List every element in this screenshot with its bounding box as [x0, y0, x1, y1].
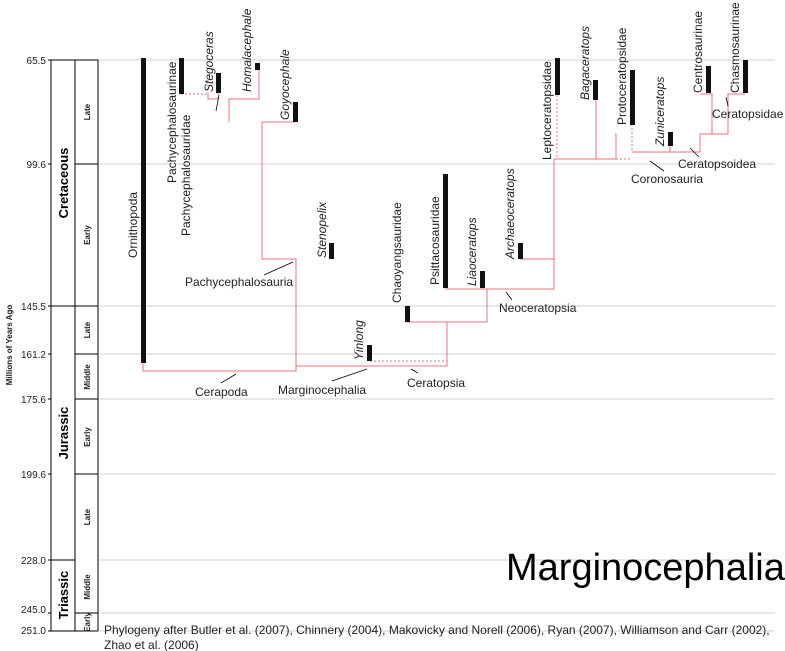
- range-bar-pachycephalosaurinae: [179, 58, 184, 94]
- range-bar-leptoceratopsidae: [555, 58, 560, 95]
- range-bar-zuniceratops: [668, 132, 673, 146]
- taxon-label-stenopelix: Stenopelix: [315, 201, 329, 258]
- clade-label-ceratopsidae: Ceratopsidae: [712, 107, 784, 121]
- range-bar-bagaceratops: [593, 80, 598, 100]
- range-bar-homalacephale: [255, 63, 260, 70]
- taxon-label-yinlong: Yinlong: [352, 320, 366, 360]
- credit-line: Zhao et al. (2006): [104, 638, 199, 651]
- tick-label: 228.0: [21, 556, 46, 567]
- timescale: [48, 59, 99, 632]
- epoch-label: Early: [83, 427, 92, 447]
- epoch-label: Late: [83, 321, 92, 338]
- taxon-label-psittacosauridae: Psittacosauridae: [428, 196, 442, 285]
- clade-label-marginocephalia: Marginocephalia: [278, 383, 366, 397]
- period-label: Cretaceous: [56, 148, 71, 219]
- tick-label: 99.6: [27, 160, 47, 171]
- y-axis-label: Millions of Years Ago: [5, 305, 14, 386]
- epoch-label: Late: [83, 508, 92, 525]
- taxon-label-pachycephalosaurinae: Pachycephalosaurinae: [165, 61, 179, 183]
- tick-label: 245.0: [21, 605, 46, 616]
- taxon-label-protoceratopsidae: Protoceratopsidae: [615, 27, 629, 125]
- pointer-arrows: [215, 94, 729, 384]
- clade-label-cerapoda: Cerapoda: [195, 385, 248, 399]
- range-bar-archaeoceratops: [518, 243, 523, 259]
- taxon-label-homalacephale: Homalacephale: [240, 8, 254, 92]
- range-bar-chaoyangsauridae: [405, 306, 410, 322]
- clade-label-pachycephalosauria: Pachycephalosauria: [185, 275, 293, 289]
- credit-line: Phylogeny after Butler et al. (2007), Ch…: [104, 623, 770, 637]
- epoch-label: Late: [83, 103, 92, 120]
- epoch-label: Early: [83, 225, 92, 245]
- epoch-label: Middle: [83, 364, 92, 390]
- taxon-label-ornithopoda: Ornithopoda: [126, 192, 140, 258]
- range-bar-ornithopoda: [141, 58, 146, 363]
- period-label: Triassic: [56, 571, 71, 619]
- tick-label: 65.5: [27, 56, 47, 67]
- clade-label-coronosauria: Coronosauria: [631, 172, 703, 186]
- taxon-label-zuniceratops: Zuniceratops: [653, 77, 667, 147]
- clade-label-ceratopsia: Ceratopsia: [407, 376, 465, 390]
- range-bar-yinlong: [367, 345, 372, 361]
- epoch-label: Middle: [83, 574, 92, 600]
- taxon-label-goyocephale: Goyocephale: [278, 49, 292, 120]
- chart-title: Marginocephalia: [506, 547, 785, 589]
- gridlines: [100, 59, 775, 632]
- range-bar-centrosaurinae: [706, 66, 711, 93]
- range-bars: [141, 58, 748, 363]
- tick-label: 145.5: [21, 302, 46, 313]
- taxon-label-liaoceratops: Liaoceratops: [465, 217, 479, 286]
- range-bar-chasmosaurinae: [743, 60, 748, 93]
- range-bar-stegoceras: [216, 73, 221, 93]
- taxon-label-chaoyangsauridae: Chaoyangsauridae: [390, 202, 404, 303]
- tick-label: 161.2: [21, 350, 46, 361]
- taxon-label-centrosaurinae: Centrosaurinae: [691, 11, 705, 93]
- range-bar-psittacosauridae: [443, 174, 448, 288]
- clade-label-ceratopsoidea: Ceratopsoidea: [678, 157, 756, 171]
- taxon-label-stegoceras: Stegoceras: [202, 31, 216, 92]
- period-label: Jurassic: [56, 407, 71, 460]
- taxon-label-chasmosaurinae: Chasmosaurinae: [728, 2, 742, 93]
- epoch-label: Early: [83, 612, 92, 632]
- tick-label: 251.0: [21, 626, 46, 637]
- range-bar-protoceratopsidae: [630, 70, 635, 125]
- clade-label-neoceratopsia: Neoceratopsia: [499, 301, 577, 315]
- clade-label-pachycephalosauridae: Pachycephalosauridae: [179, 114, 193, 236]
- taxon-label-archaeoceratops: Archaeoceratops: [503, 168, 517, 260]
- range-bar-goyocephale: [293, 102, 298, 122]
- tick-label: 175.6: [21, 395, 46, 406]
- range-bar-stenopelix: [329, 243, 334, 259]
- taxon-label-bagaceratops: Bagaceratops: [578, 26, 592, 100]
- tick-label: 199.6: [21, 470, 46, 481]
- taxon-label-leptoceratopsidae: Leptoceratopsidae: [540, 61, 554, 160]
- range-bar-liaoceratops: [480, 271, 485, 288]
